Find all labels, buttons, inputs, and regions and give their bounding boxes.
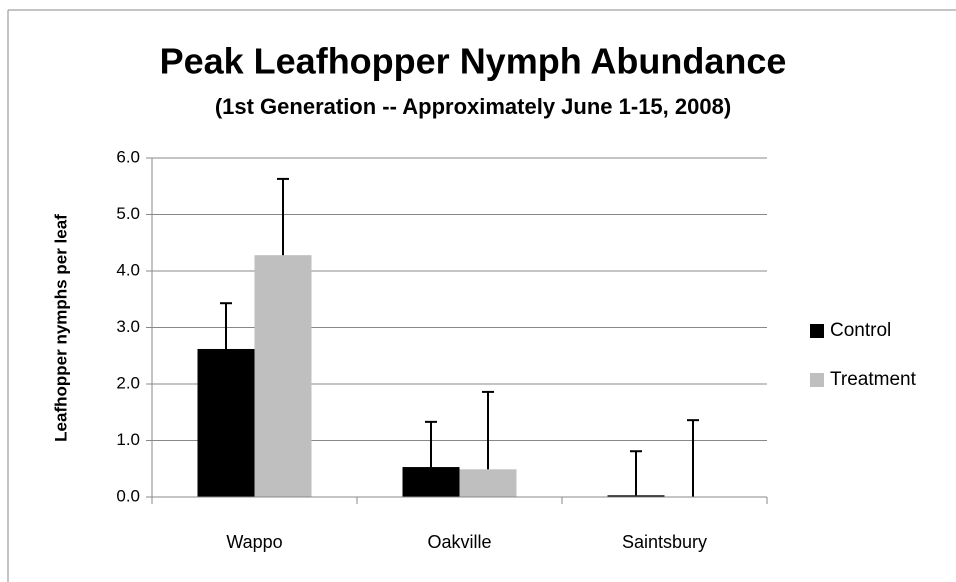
legend-label: Treatment <box>830 369 917 390</box>
chart-subtitle: (1st Generation -- Approximately June 1-… <box>215 94 731 119</box>
y-tick-label: 6.0 <box>116 147 140 166</box>
y-tick-label: 0.0 <box>116 486 140 505</box>
x-tick-label: Oakville <box>427 532 491 552</box>
chart-title: Peak Leafhopper Nymph Abundance <box>160 41 787 82</box>
legend-label: Control <box>830 320 891 341</box>
y-tick-label: 2.0 <box>116 373 140 392</box>
y-tick-label: 1.0 <box>116 430 140 449</box>
x-tick-label: Wappo <box>226 532 282 552</box>
legend-swatch <box>810 373 824 387</box>
bar <box>607 495 665 497</box>
bar <box>254 255 312 497</box>
y-tick-label: 5.0 <box>116 204 140 223</box>
bar <box>402 467 460 497</box>
bar <box>197 348 255 497</box>
bar <box>459 469 517 497</box>
x-tick-label: Saintsbury <box>622 532 707 552</box>
legend-swatch <box>810 324 824 338</box>
y-axis-label: Leafhopper nymphs per leaf <box>51 214 70 442</box>
y-tick-label: 4.0 <box>116 260 140 279</box>
y-tick-label: 3.0 <box>116 317 140 336</box>
